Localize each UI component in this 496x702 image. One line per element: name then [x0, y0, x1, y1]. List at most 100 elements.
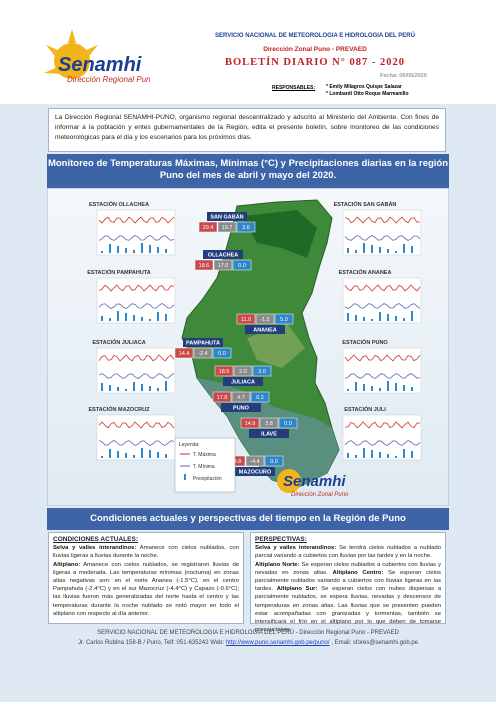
value-text: 3.0	[258, 369, 266, 375]
precip-bar	[125, 313, 127, 321]
station-label-bg	[235, 467, 275, 476]
station-label: OLLACHEA	[208, 253, 239, 259]
value-cell	[236, 313, 256, 325]
value-text: 0.2	[256, 395, 264, 401]
value-text: 18.5	[219, 369, 230, 375]
value-cell	[259, 417, 279, 429]
panel-title: ESTACIÓN PUNO	[342, 338, 388, 346]
precip-bar	[395, 251, 397, 253]
value-text: 17.0	[218, 263, 229, 269]
precip-bar	[125, 453, 127, 458]
value-cell	[236, 221, 256, 233]
value-text: 14.9	[245, 421, 256, 427]
value-text: 11.0	[241, 317, 251, 323]
tmax-line	[344, 216, 421, 224]
precip-bar	[157, 247, 159, 253]
station-label-bg	[207, 212, 247, 221]
precip-bar	[379, 312, 381, 321]
panel-title: ESTACIÓN OLLACHEA	[89, 200, 149, 208]
panel-frame	[96, 209, 176, 256]
precip-bar	[141, 243, 143, 253]
value-cell	[231, 391, 251, 403]
value-cell	[212, 347, 232, 359]
agency: SERVICIO NACIONAL DE METEOROLOGIA E HIDR…	[215, 33, 415, 39]
watermark-sun	[277, 469, 301, 493]
value-cell	[214, 365, 234, 377]
value-text: 29.4	[203, 225, 214, 231]
precip-bar	[411, 311, 413, 321]
precip-bar	[347, 389, 349, 391]
value-cell	[278, 417, 298, 429]
precip-bar	[355, 250, 357, 253]
precip-bar	[149, 450, 151, 458]
label: Altiplano Norte:	[255, 561, 300, 568]
responsible: * Lombardi Otto Roque Marmanillo	[326, 91, 409, 97]
value-text: 0.0	[284, 421, 292, 427]
legend-title: Leyenda:	[179, 442, 200, 448]
precip-bar	[363, 243, 365, 253]
precip-bar	[125, 248, 127, 253]
tmin-line	[344, 440, 421, 446]
panel-frame	[342, 209, 422, 256]
precip-bar	[165, 454, 167, 458]
value-cell	[255, 313, 275, 325]
value-cell	[217, 221, 237, 233]
value-cell	[245, 455, 265, 467]
label: Altiplano Sur:	[276, 586, 318, 593]
panel-frame	[96, 414, 176, 461]
value-text: 4.7	[237, 395, 245, 401]
address: Jr. Carlos Rubina 158-B / Puno, Telf: 05…	[77, 640, 226, 646]
station-label-bg	[183, 338, 223, 347]
heading: CONDICIONES ACTUALES:	[53, 536, 138, 543]
tmax-line	[344, 354, 421, 362]
text: Se esperan cielos nublados a cubiertos c…	[255, 561, 441, 576]
precip-bar	[355, 315, 357, 321]
precip-bar	[379, 388, 381, 391]
precip-bar	[387, 454, 389, 458]
precip-bar	[117, 387, 119, 391]
tmin-line	[98, 440, 175, 446]
value-cell	[274, 313, 294, 325]
map: ESTACIÓN OLLACHEA ESTACIÓN PAMPAHUTA ESTAC…	[47, 188, 449, 506]
legend-item: T. Mínima	[193, 464, 215, 470]
precip-bar	[101, 251, 103, 253]
tmax-line	[98, 354, 175, 362]
outlook: PERSPECTIVAS: Selva y valles interandino…	[250, 532, 446, 633]
text: Amanece con cielos nublados, se registra…	[53, 561, 239, 617]
text: Amanece con cielos nublados, con lluvias…	[53, 545, 239, 560]
precip-bar	[149, 386, 151, 391]
precip-bar	[411, 387, 413, 391]
precip-bar	[379, 452, 381, 458]
station-label: PUNO	[233, 406, 250, 412]
precip-bar	[403, 449, 405, 458]
responsibles: * Emily Milagros Quispe Salazar * Lombar…	[326, 84, 409, 98]
tmin-line	[98, 235, 175, 241]
precip-bar	[363, 384, 365, 391]
value-cell	[174, 347, 194, 359]
value-text: -1.5	[260, 317, 269, 323]
value-text: 0.0	[218, 351, 226, 357]
value-text: -4.4	[250, 459, 259, 465]
precip-bar	[117, 311, 119, 321]
panel-title: ESTACIÓN PAMPAHUTA	[87, 268, 150, 276]
value-text: -2.4	[198, 351, 207, 357]
link[interactable]: http://www.puno.senamhi.gob.pe/puno/	[225, 640, 330, 646]
watermark-logo: Senamhi	[283, 473, 346, 490]
precip-bar	[157, 312, 159, 321]
value-text: 2.0	[239, 369, 247, 375]
precip-bar	[141, 317, 143, 321]
panel-frame	[342, 347, 422, 394]
value-cell	[250, 391, 270, 403]
precip-bar	[387, 381, 389, 391]
precip-bar	[165, 381, 167, 391]
precip-bar	[371, 319, 373, 321]
precip-bar	[387, 314, 389, 321]
section-title: Monitoreo de Temperaturas Máximas, Mínim…	[47, 154, 449, 188]
precip-bar	[165, 249, 167, 253]
intro: La Dirección Regional SENAMHI-PUNO, orga…	[48, 108, 446, 152]
value-cell	[212, 391, 232, 403]
station-label: JULIACA	[231, 380, 255, 386]
value-cell	[232, 259, 252, 271]
value-text: 5.0	[280, 317, 288, 323]
